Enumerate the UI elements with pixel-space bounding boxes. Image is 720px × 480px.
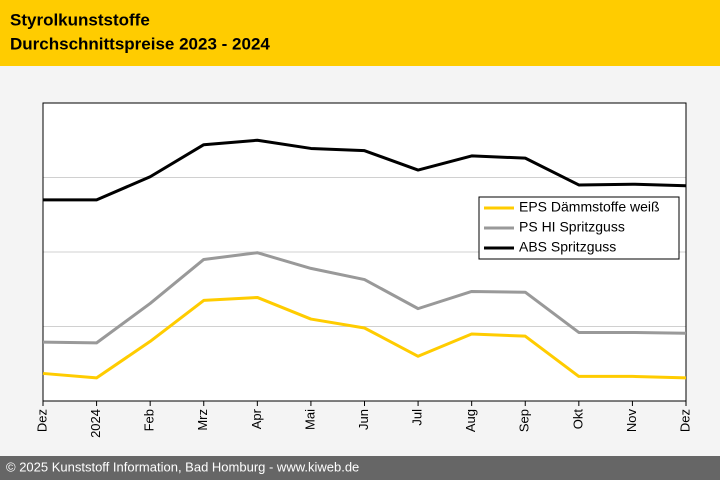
x-tick-label: Okt <box>570 409 585 430</box>
x-tick-label: Dez <box>34 409 49 432</box>
x-tick-label: Dez <box>677 409 692 432</box>
chart-title: Styrolkunststoffe <box>10 10 150 29</box>
x-tick-label: 2024 <box>88 409 103 438</box>
footer-text: © 2025 Kunststoff Information, Bad Hombu… <box>6 459 359 474</box>
x-tick-label: Mai <box>302 409 317 430</box>
x-tick-label: Nov <box>624 409 639 433</box>
legend-label: PS HI Spritzguss <box>519 219 625 235</box>
legend-label: EPS Dämmstoffe weiß <box>519 199 660 215</box>
footer <box>0 456 720 480</box>
x-tick-label: Jul <box>410 409 425 426</box>
x-tick-label: Aug <box>463 409 478 432</box>
series-line <box>42 251 687 345</box>
x-tick-label: Apr <box>249 408 264 429</box>
series-line <box>42 295 687 380</box>
x-tick-label: Mrz <box>195 409 210 431</box>
header <box>0 0 720 66</box>
x-tick-label: Feb <box>142 409 157 431</box>
chart-subtitle: Durchschnittspreise 2023 - 2024 <box>10 34 270 53</box>
x-tick-label: Sep <box>517 409 532 432</box>
legend-label: ABS Spritzguss <box>519 239 616 255</box>
x-tick-label: Jun <box>356 409 371 430</box>
series-line <box>43 138 687 202</box>
